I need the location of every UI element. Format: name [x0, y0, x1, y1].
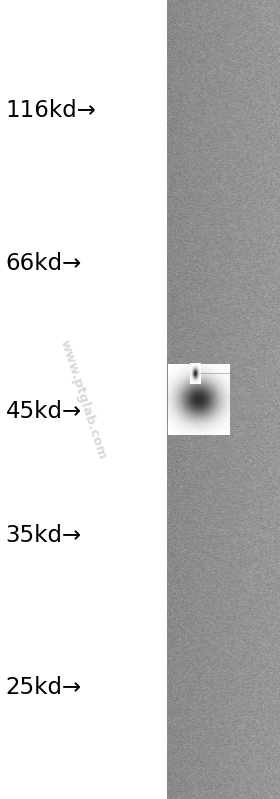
Bar: [0, 0, 167, 799]
Text: 45kd→: 45kd→: [6, 400, 82, 423]
Text: www.ptglab.com: www.ptglab.com: [57, 338, 108, 461]
Text: 35kd→: 35kd→: [6, 524, 82, 547]
Text: 66kd→: 66kd→: [6, 252, 82, 275]
Text: 25kd→: 25kd→: [6, 676, 82, 698]
Text: 116kd→: 116kd→: [6, 99, 97, 121]
